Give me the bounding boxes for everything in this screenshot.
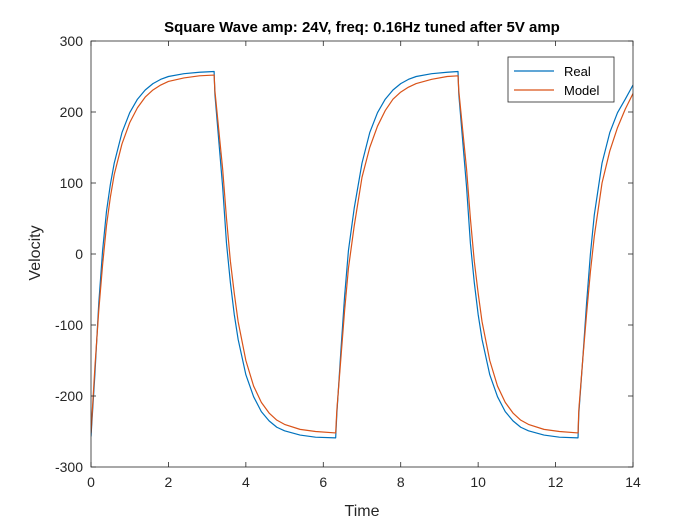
plot-area: 0 2 4 6 8 10 12 14 -300 -200 -100 0 100 200 300 <box>55 33 641 490</box>
legend-label-model: Model <box>564 83 600 98</box>
legend-box <box>507 56 615 103</box>
y-axis-label: Velocity <box>27 225 44 280</box>
x-tick-label: 6 <box>319 474 327 490</box>
legend-label-real: Real <box>564 64 591 79</box>
y-tick-label: 300 <box>60 33 84 49</box>
x-tick-label: 0 <box>87 474 95 490</box>
x-tick-label: 2 <box>165 474 173 490</box>
y-tick-label: -300 <box>55 459 83 475</box>
x-axis-label: Time <box>345 503 380 520</box>
y-tick-label: 100 <box>60 175 84 191</box>
y-tick-label: -200 <box>55 388 83 404</box>
series-group <box>91 70 633 439</box>
series-line-model <box>91 74 633 434</box>
y-tick-label: -100 <box>55 317 83 333</box>
x-tick-label: 8 <box>397 474 405 490</box>
y-tick-label: 200 <box>60 104 84 120</box>
series-line-real <box>91 70 633 439</box>
x-tick-label: 4 <box>242 474 250 490</box>
x-tick-label: 14 <box>625 474 641 490</box>
y-tick-label: 0 <box>75 246 83 262</box>
x-tick-label: 10 <box>470 474 486 490</box>
x-tick-label: 12 <box>548 474 564 490</box>
legend: Real Model <box>507 56 615 103</box>
plot-background <box>91 41 633 467</box>
chart-title: Square Wave amp: 24V, freq: 0.16Hz tuned… <box>164 19 560 36</box>
